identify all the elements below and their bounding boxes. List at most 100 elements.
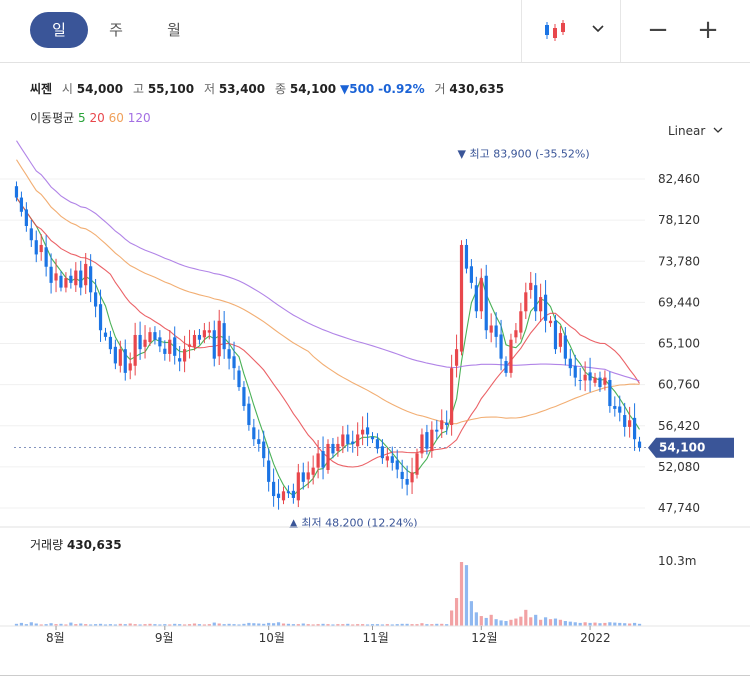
stock-name: 씨젠 (30, 82, 53, 96)
candle (430, 429, 434, 452)
candle (212, 330, 216, 359)
candle (346, 434, 350, 444)
candle (489, 325, 493, 333)
candle (128, 363, 132, 371)
volume-bar (14, 623, 19, 626)
volume-bar (252, 623, 256, 626)
volume-legend: 거래량 430,635 (30, 538, 122, 552)
candle (548, 320, 553, 324)
candle (148, 332, 152, 343)
y-tick-label: 65,100 (658, 337, 700, 351)
candle (514, 330, 518, 338)
volume-bar (257, 623, 261, 626)
volume-bar (598, 623, 602, 626)
candle (54, 273, 58, 281)
candle (143, 339, 147, 347)
candle (306, 472, 310, 480)
volume-bar (262, 623, 266, 626)
candle (504, 361, 508, 373)
candle (578, 379, 582, 381)
x-tick-label: 11월 (363, 631, 389, 645)
change-pct: -0.92% (378, 82, 425, 96)
candle (133, 334, 137, 366)
y-tick-label: 82,460 (658, 172, 700, 186)
candle (192, 334, 197, 347)
x-tick-label: 12월 (471, 631, 497, 645)
candle (19, 197, 24, 212)
candle (316, 453, 320, 468)
candle (98, 304, 103, 331)
volume-bar (128, 623, 132, 626)
tab-daily[interactable]: 일 (30, 12, 88, 48)
volume-bar (34, 623, 38, 626)
volume-bar (583, 622, 587, 626)
volume-bar (29, 622, 33, 626)
volume-bar (529, 617, 533, 626)
volume-bar (49, 623, 53, 626)
volume-bar (543, 617, 548, 626)
candle (588, 372, 592, 381)
volume-bar (479, 616, 483, 626)
volume-bar (93, 624, 98, 626)
volume-bar (410, 624, 414, 626)
candle (232, 356, 236, 369)
volume-bar (311, 624, 315, 626)
volume-bar (272, 623, 276, 626)
current-price-tag (648, 437, 734, 458)
volume-bar (395, 624, 399, 626)
candle (84, 263, 88, 286)
volume-bar (588, 622, 592, 626)
candle (217, 320, 221, 357)
volume-bar (232, 624, 236, 626)
candle (563, 335, 567, 359)
candle (365, 427, 370, 435)
candle (257, 439, 261, 444)
zoom-out-button[interactable]: − (647, 15, 669, 45)
volume-bar (370, 624, 375, 626)
candle (44, 247, 48, 267)
candle (479, 278, 483, 312)
volume-bar (618, 622, 622, 626)
volume-bar (558, 619, 563, 626)
volume-bar (321, 623, 325, 626)
candle (163, 348, 167, 354)
volume-bar (286, 623, 291, 626)
chevron-down-icon[interactable] (586, 10, 610, 50)
tab-weekly[interactable]: 주 (109, 21, 123, 39)
volume-bar (113, 624, 117, 626)
volume-bar (207, 624, 211, 626)
tab-monthly[interactable]: 월 (167, 21, 181, 39)
candle (168, 339, 172, 354)
candle (247, 403, 251, 425)
volume-bar (306, 624, 310, 626)
candle (415, 453, 419, 475)
volume-bar (138, 624, 142, 626)
candlestick-chart-icon[interactable] (538, 10, 572, 50)
candle (553, 320, 558, 350)
volume-bar (445, 624, 449, 626)
candle (64, 278, 68, 288)
candle (400, 471, 404, 480)
candle (524, 292, 528, 312)
volume-bar (504, 621, 508, 626)
candle (326, 443, 330, 471)
volume-bar (365, 624, 370, 626)
candle (103, 332, 108, 337)
candle (445, 422, 449, 425)
volume-bar (187, 624, 192, 626)
candle (118, 349, 122, 366)
volume-bar (494, 619, 498, 626)
candle (628, 420, 632, 427)
scale-select[interactable]: Linear (668, 124, 723, 138)
moving-average-legend: 이동평균 5 20 60 120 (30, 111, 151, 125)
candle (222, 323, 226, 350)
candle (637, 441, 642, 448)
candle (178, 358, 182, 362)
volume-bar (454, 598, 459, 626)
volume-bar (158, 624, 162, 626)
candle (286, 491, 291, 494)
candle (395, 460, 399, 470)
candle (623, 415, 627, 427)
open-value: 54,000 (76, 82, 124, 96)
zoom-in-button[interactable]: + (697, 15, 719, 45)
